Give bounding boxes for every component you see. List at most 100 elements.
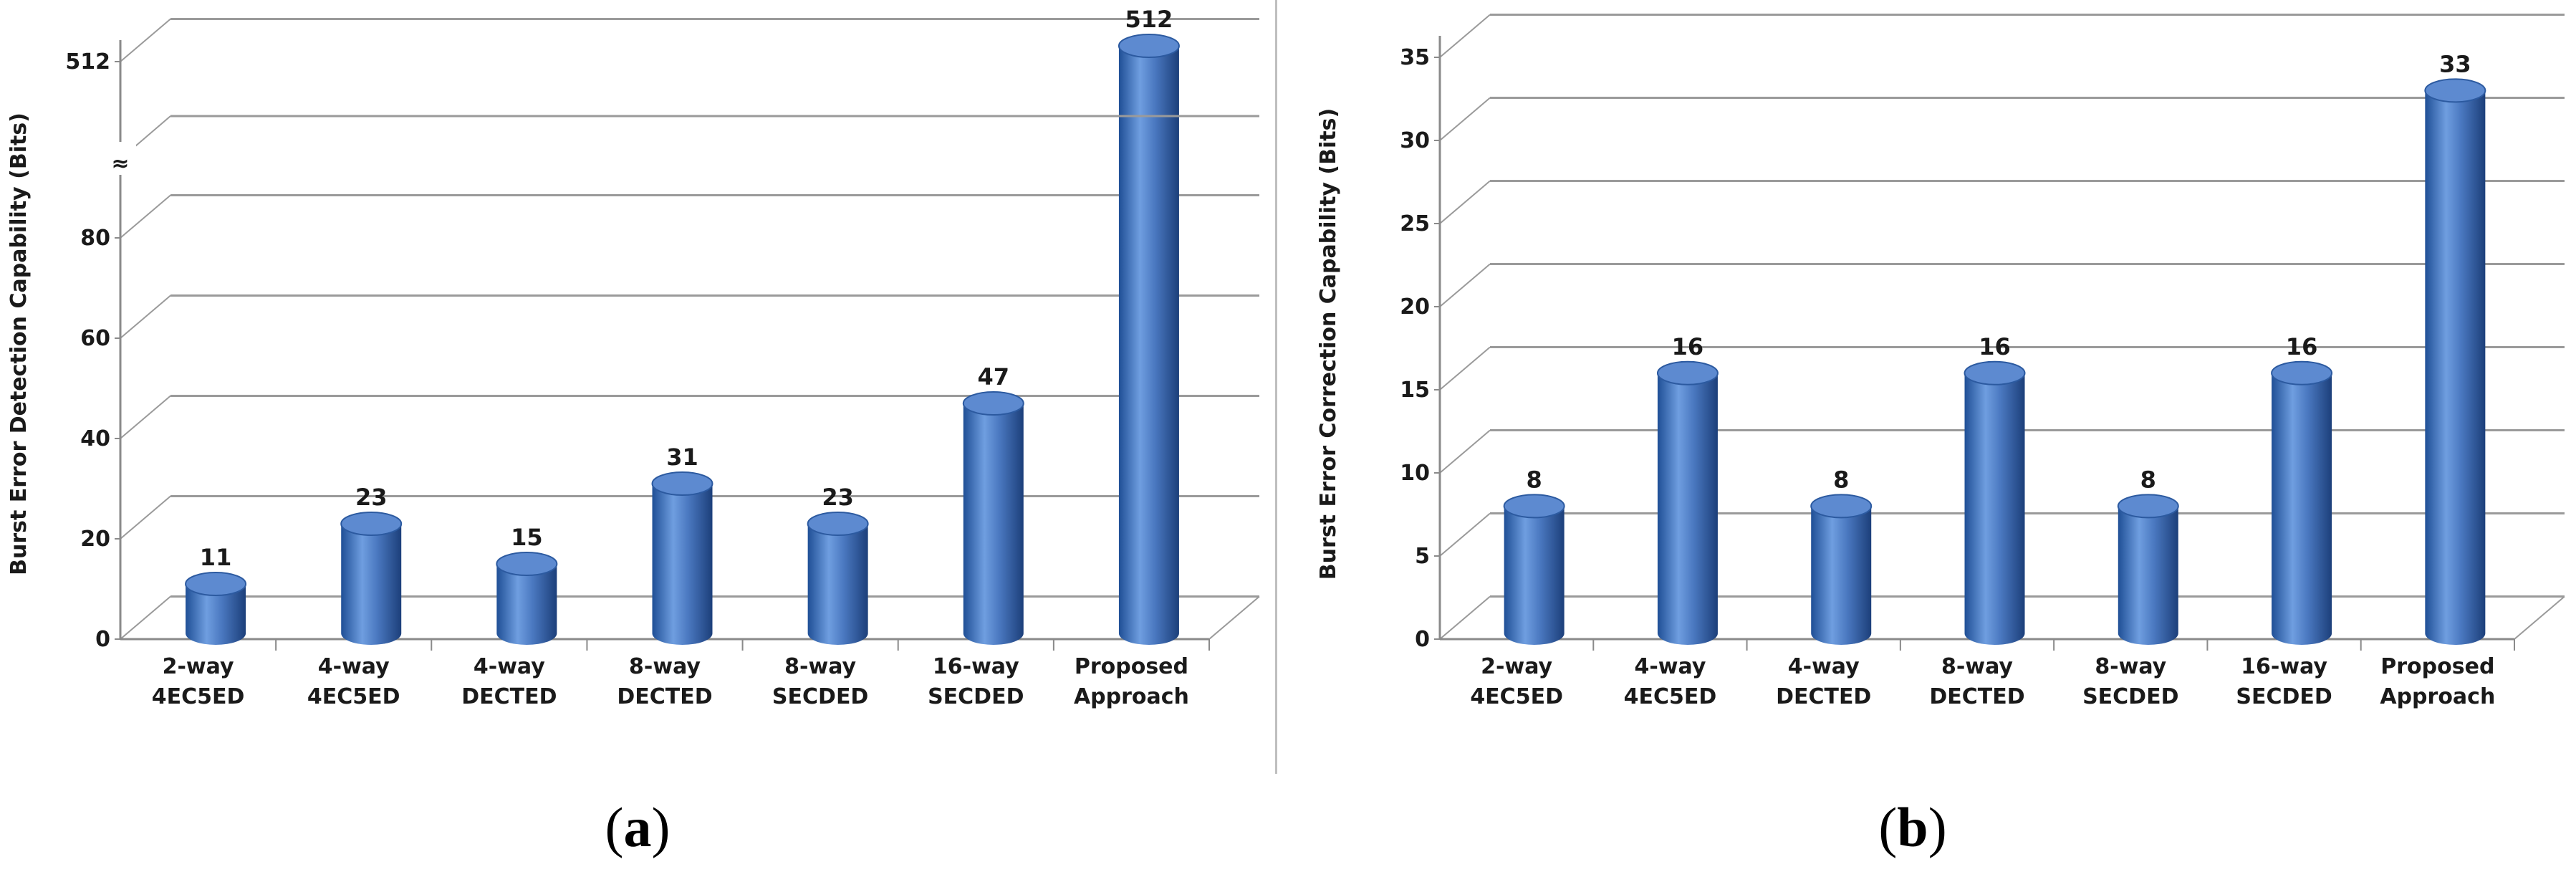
bar-body <box>1964 373 2025 645</box>
x-tick-label: 2-way <box>1481 654 1552 679</box>
y-tick-label: 0 <box>1415 627 1430 652</box>
gridline-diag <box>1439 263 1491 307</box>
y-tick-label: 20 <box>1400 294 1430 320</box>
bar-body <box>2272 373 2332 645</box>
data-label: 47 <box>978 363 1010 390</box>
data-label: 8 <box>1833 466 1849 493</box>
y-tick-label: 35 <box>1400 45 1430 70</box>
x-tick-label: 8-way <box>2095 654 2166 679</box>
bar-top <box>1810 494 1873 519</box>
data-label: 8 <box>2140 466 2156 493</box>
data-label: 23 <box>355 484 388 511</box>
x-tick-label: SECDED <box>928 684 1024 709</box>
x-tick-label: 8-way <box>784 654 856 679</box>
bar-body <box>807 524 868 645</box>
bar-top <box>2271 360 2333 385</box>
axis-break-symbol: ≈ <box>111 151 129 176</box>
x-tick-label: 8-way <box>1941 654 2013 679</box>
data-label: 11 <box>200 544 232 571</box>
floor-edge <box>1208 595 1260 640</box>
data-label: 512 <box>1125 6 1173 33</box>
gridline-diag <box>1439 180 1491 224</box>
bar <box>496 552 558 645</box>
y-tick-label: 60 <box>80 326 110 351</box>
gridline-diag <box>1439 346 1491 390</box>
y-tick-label: 10 <box>1400 461 1430 486</box>
x-tick-label: SECDED <box>2082 684 2178 709</box>
gridline-diag <box>120 294 171 339</box>
data-label: 16 <box>2286 333 2318 360</box>
bar-body <box>652 484 713 645</box>
bar-body <box>496 564 557 645</box>
panel-label-a: (a) <box>605 796 671 858</box>
bar-body <box>341 524 402 645</box>
x-tick-label: DECTED <box>1776 684 1871 709</box>
bar-top <box>1656 360 1719 385</box>
bar-body <box>2425 90 2486 645</box>
bar-body <box>1118 46 1179 645</box>
data-label: 15 <box>511 524 543 551</box>
bar <box>2117 494 2179 645</box>
y-axis-label: Burst Error Correction Capability (Bits) <box>1316 108 1341 580</box>
bar-body <box>963 403 1024 645</box>
bar <box>1656 360 1719 645</box>
bar-top <box>496 552 558 576</box>
data-label: 33 <box>2439 50 2471 77</box>
panel-label-b: (b) <box>1878 796 1947 858</box>
bar-body <box>186 584 246 645</box>
x-tick-label: 16-way <box>2241 654 2327 679</box>
gridline-diag <box>120 18 171 62</box>
bar-top <box>962 391 1024 416</box>
gridline-diag <box>120 495 171 540</box>
y-tick-label: 15 <box>1400 378 1430 403</box>
bar <box>340 512 403 645</box>
data-label: 23 <box>822 484 854 511</box>
bar-top <box>651 471 713 496</box>
x-tick-label: Proposed <box>1075 654 1188 679</box>
bar-body <box>1811 506 1872 645</box>
floor-edge <box>2514 595 2565 640</box>
x-tick-label: DECTED <box>617 684 712 709</box>
x-tick-label: 4EC5ED <box>1624 684 1717 709</box>
bar-body <box>1504 506 1565 645</box>
y-tick-label: 0 <box>95 627 110 652</box>
x-tick-label: 2-way <box>163 654 234 679</box>
bar <box>1964 360 2026 645</box>
bar <box>807 512 869 645</box>
bar-top <box>185 572 247 596</box>
y-axis-label: Burst Error Detection Capability (Bits) <box>6 112 32 575</box>
bar <box>185 572 247 645</box>
bar <box>2424 78 2486 645</box>
y-tick-label: 40 <box>80 426 110 451</box>
x-tick-label: Approach <box>1074 684 1189 709</box>
x-tick-label: 4EC5ED <box>1470 684 1563 709</box>
bar-top <box>1503 494 1565 519</box>
x-tick-label: DECTED <box>461 684 557 709</box>
x-tick-label: 16-way <box>933 654 1019 679</box>
x-tick-label: Proposed <box>2380 654 2494 679</box>
bar-top <box>340 512 403 536</box>
bar <box>962 391 1024 645</box>
gridline-diag <box>1439 429 1491 474</box>
axis-break-mask <box>107 142 136 175</box>
chart-panel-a: 0 20 40 60 80 512 Burst Error Detection Capabi… <box>0 0 1282 877</box>
bar-top <box>2424 78 2486 103</box>
x-tick-label: DECTED <box>1929 684 2024 709</box>
y-tick-label: 80 <box>80 226 110 251</box>
y-tick-label: 20 <box>80 527 110 552</box>
gridline-diag <box>1439 595 1491 640</box>
x-tick-label: 4EC5ED <box>152 684 245 709</box>
gridline-diag <box>120 595 171 640</box>
bar <box>2271 360 2333 645</box>
bar-top <box>2117 494 2179 519</box>
y-tick-label: 30 <box>1400 128 1430 153</box>
x-tick-label: SECDED <box>772 684 868 709</box>
bar <box>1503 494 1565 645</box>
gridline-diag <box>1439 14 1491 58</box>
chart-b-svg: 0 5 10 15 20 25 30 35 Burst Error Correction Cap… <box>1316 14 2565 709</box>
y-tick-label: 512 <box>65 49 110 75</box>
bar-body <box>2118 506 2178 645</box>
panel-divider <box>1275 0 1277 774</box>
x-tick-label: 4-way <box>318 654 390 679</box>
chart-panel-b: 0 5 10 15 20 25 30 35 Burst Error Correction Cap… <box>1282 0 2576 877</box>
